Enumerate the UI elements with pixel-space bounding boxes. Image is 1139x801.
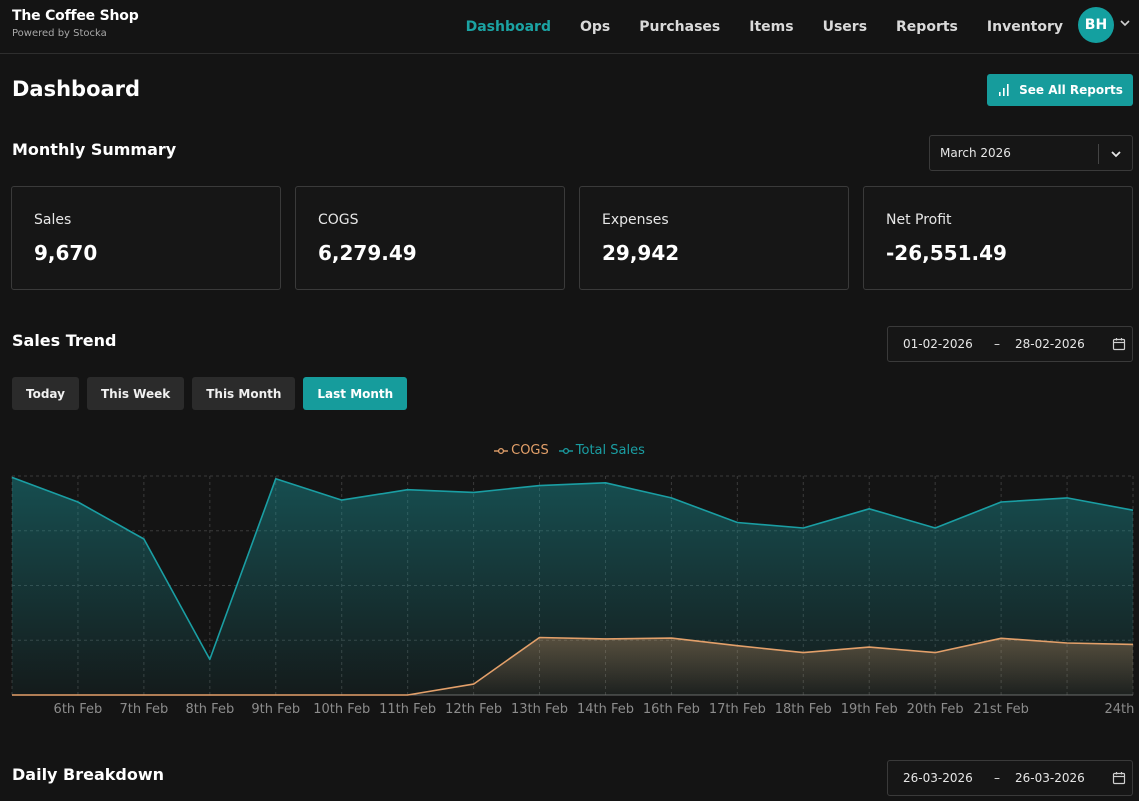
filter-today[interactable]: Today (12, 377, 79, 410)
x-tick-label: 12th Feb (445, 702, 502, 717)
date-from[interactable]: 26-03-2026 (903, 771, 973, 785)
nav-dashboard[interactable]: Dashboard (465, 19, 551, 35)
legend-total-sales[interactable]: Total Sales (558, 443, 645, 458)
sales-trend-date-range[interactable]: 01-02-2026 – 28-02-2026 (887, 326, 1133, 362)
date-separator: – (994, 337, 1000, 351)
filter-this-month[interactable]: This Month (192, 377, 296, 410)
x-tick-label: 17th Feb (709, 702, 766, 717)
nav-reports[interactable]: Reports (896, 19, 958, 35)
calendar-icon[interactable] (1112, 337, 1126, 351)
x-tick-label: 21st Feb (973, 702, 1029, 717)
brand-name: The Coffee Shop (12, 8, 139, 24)
top-bar: The Coffee Shop Powered by Stocka Dashbo… (0, 0, 1139, 54)
card-label: Sales (34, 212, 72, 228)
x-tick-label: 19th Feb (841, 702, 898, 717)
chevron-down-icon[interactable] (1109, 147, 1123, 161)
date-to[interactable]: 28-02-2026 (1015, 337, 1085, 351)
x-tick-label: 20th Feb (907, 702, 964, 717)
x-tick-label: 7th Feb (119, 702, 168, 717)
summary-card-net-profit: Net Profit -26,551.49 (863, 186, 1133, 290)
sales-trend-filters: Today This Week This Month Last Month (12, 377, 408, 410)
card-value: 29,942 (602, 241, 680, 265)
card-label: Net Profit (886, 212, 952, 228)
chart-legend: COGS Total Sales (0, 443, 1139, 458)
total-sales-line (11, 476, 1134, 661)
nav-users[interactable]: Users (822, 19, 868, 35)
x-tick-label: 16th Feb (643, 702, 700, 717)
avatar[interactable]: BH (1078, 7, 1114, 43)
x-tick-label: 6th Feb (54, 702, 103, 717)
total-sales-area (12, 477, 1133, 695)
card-value: 9,670 (34, 241, 98, 265)
cogs-area (12, 637, 1133, 695)
month-select[interactable]: March 2026 (929, 135, 1133, 171)
daily-breakdown-date-range[interactable]: 26-03-2026 – 26-03-2026 (887, 760, 1133, 796)
date-from[interactable]: 01-02-2026 (903, 337, 973, 351)
x-tick-label: 18th Feb (775, 702, 832, 717)
nav-ops[interactable]: Ops (579, 19, 611, 35)
card-value: -26,551.49 (886, 241, 1007, 265)
x-tick-label: 9th Feb (251, 702, 300, 717)
brand-subtitle: Powered by Stocka (12, 28, 107, 39)
x-tick-label: 14th Feb (577, 702, 634, 717)
daily-breakdown-title: Daily Breakdown (12, 765, 165, 784)
nav-purchases[interactable]: Purchases (639, 19, 721, 35)
nav-inventory[interactable]: Inventory (986, 19, 1063, 35)
card-value: 6,279.49 (318, 241, 417, 265)
calendar-icon[interactable] (1112, 771, 1126, 785)
month-select-divider (1098, 144, 1099, 164)
filter-last-month[interactable]: Last Month (303, 377, 408, 410)
see-all-reports-label: See All Reports (1019, 83, 1123, 97)
main-nav: Dashboard Ops Purchases Items Users Repo… (466, 0, 1063, 54)
legend-cogs-label: COGS (511, 443, 549, 458)
legend-sales-marker-icon (558, 447, 573, 454)
summary-card-expenses: Expenses 29,942 (579, 186, 849, 290)
nav-items[interactable]: Items (749, 19, 794, 35)
x-tick-label: 13th Feb (511, 702, 568, 717)
date-separator: – (994, 771, 1000, 785)
monthly-summary-title: Monthly Summary (12, 140, 177, 159)
legend-cogs[interactable]: COGS (494, 443, 549, 458)
legend-cogs-marker-icon (494, 447, 509, 454)
date-to[interactable]: 26-03-2026 (1015, 771, 1085, 785)
page-title: Dashboard (12, 77, 141, 101)
see-all-reports-button[interactable]: See All Reports (987, 74, 1133, 106)
card-label: Expenses (602, 212, 669, 228)
legend-sales-label: Total Sales (575, 443, 645, 458)
sales-trend-title: Sales Trend (12, 331, 117, 350)
bar-chart-icon (999, 84, 1009, 96)
month-select-value: March 2026 (940, 146, 1011, 160)
summary-card-cogs: COGS 6,279.49 (295, 186, 565, 290)
brand[interactable]: The Coffee Shop Powered by Stocka (12, 8, 139, 39)
x-tick-label: 24th Feb (1104, 702, 1139, 717)
sales-trend-chart: 6th Feb 7th Feb 8th Feb 9th Feb 10th Feb 11th… (11, 475, 1139, 717)
card-label: COGS (318, 212, 359, 228)
x-tick-label: 11th Feb (379, 702, 436, 717)
filter-this-week[interactable]: This Week (86, 377, 185, 410)
chevron-down-icon[interactable] (1118, 16, 1132, 30)
cogs-line (12, 636, 1134, 696)
x-tick-label: 10th Feb (313, 702, 370, 717)
summary-card-sales: Sales 9,670 (11, 186, 281, 290)
x-tick-label: 8th Feb (185, 702, 234, 717)
